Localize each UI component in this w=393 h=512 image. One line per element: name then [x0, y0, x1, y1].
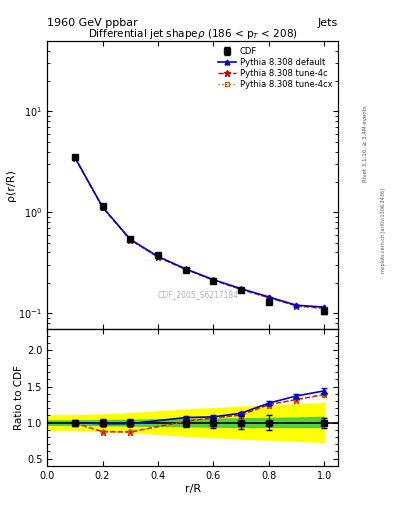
Y-axis label: Ratio to CDF: Ratio to CDF: [14, 365, 24, 430]
Text: Jets: Jets: [318, 18, 338, 28]
Legend: CDF, Pythia 8.308 default, Pythia 8.308 tune-4c, Pythia 8.308 tune-4cx: CDF, Pythia 8.308 default, Pythia 8.308 …: [216, 45, 334, 91]
Text: CDF_2005_S6217184: CDF_2005_S6217184: [158, 290, 239, 299]
Text: Rivet 3.1.10, ≥ 3.4M events: Rivet 3.1.10, ≥ 3.4M events: [363, 105, 368, 182]
X-axis label: r/R: r/R: [184, 483, 201, 494]
Y-axis label: ρ(r/R): ρ(r/R): [6, 169, 16, 201]
Text: mcplots.cern.ch [arXiv:1306.3436]: mcplots.cern.ch [arXiv:1306.3436]: [381, 188, 386, 273]
Title: Differential jet shape$\rho$ (186 < p$_T$ < 208): Differential jet shape$\rho$ (186 < p$_T…: [88, 27, 298, 41]
Text: 1960 GeV ppbar: 1960 GeV ppbar: [47, 18, 138, 28]
